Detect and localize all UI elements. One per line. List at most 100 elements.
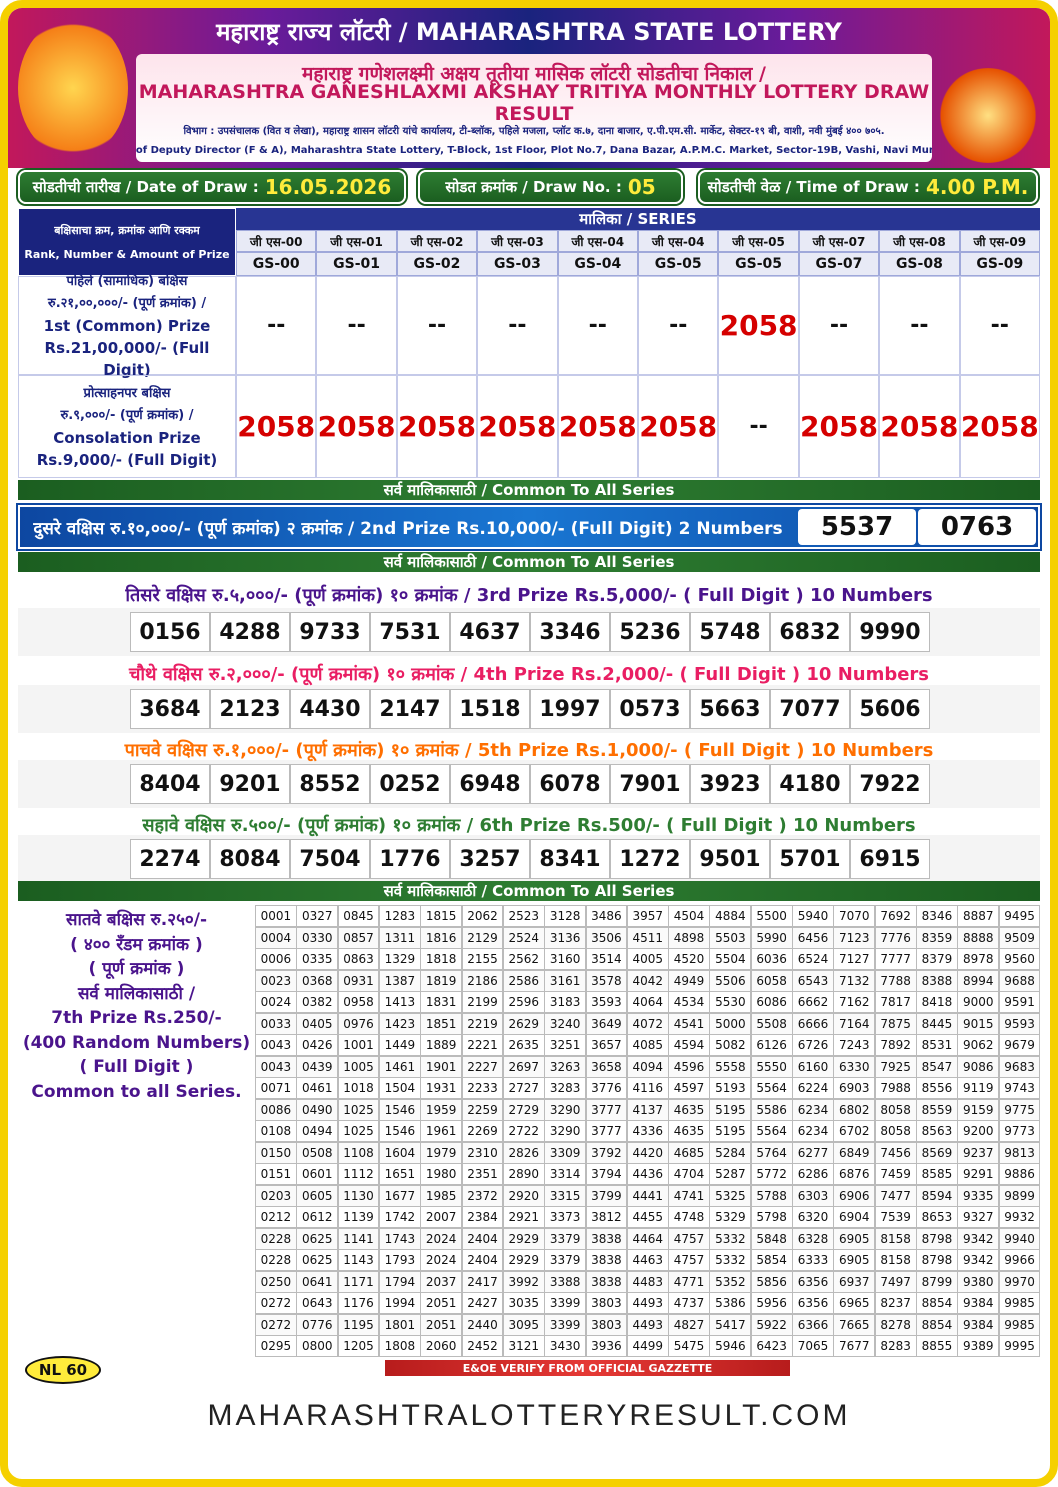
seventh-number: 3388	[544, 1270, 587, 1293]
seventh-number: 3161	[544, 969, 587, 992]
seventh-number: 3121	[502, 1335, 545, 1357]
seventh-number: 0490	[296, 1098, 339, 1121]
series-code-mr: जी एस-05	[718, 230, 799, 252]
prize-number: 1997	[530, 689, 610, 729]
seventh-number: 9335	[957, 1184, 1000, 1207]
draw-info-label: सोडत क्रमांक / Draw No. :	[445, 178, 622, 196]
seventh-number: 9291	[957, 1163, 1000, 1185]
series-result: 2058	[638, 375, 719, 478]
series-code-mr: जी एस-09	[959, 230, 1040, 252]
prize-label-cell: प्रोत्साहनपर बक्षिस रु.९,०००/- (पूर्ण क्र…	[18, 375, 236, 478]
seventh-number: 8585	[916, 1163, 958, 1185]
prize-number: 9501	[690, 839, 770, 879]
seventh-number: 5854	[750, 1249, 793, 1271]
seventh-number: 2384	[461, 1206, 504, 1228]
prize-number: 3346	[530, 612, 610, 652]
seventh-number: 3309	[544, 1141, 587, 1164]
seventh-number: 9015	[957, 1012, 1000, 1035]
prize-number: 0156	[130, 612, 210, 652]
seventh-number: 5586	[750, 1098, 793, 1121]
seventh-number: 3160	[544, 948, 587, 970]
series-result: 2058	[718, 276, 799, 375]
seventh-number: 4464	[626, 1227, 669, 1250]
seventh-number: 7459	[874, 1163, 917, 1185]
seventh-number: 0958	[337, 991, 380, 1013]
seventh-number: 9899	[998, 1184, 1041, 1207]
seventh-number: 5772	[750, 1163, 793, 1185]
seventh-number: 8359	[916, 926, 958, 949]
seventh-number: 0108	[255, 1120, 297, 1142]
seventh-number: 2596	[502, 991, 545, 1013]
seventh-number: 4441	[626, 1184, 669, 1207]
series-result: 2058	[236, 375, 317, 478]
title: महाराष्ट्र राज्य लॉटरी / MAHARASHTRA STA…	[216, 17, 842, 46]
seventh-number: 3777	[585, 1120, 628, 1142]
seventh-number: 8978	[957, 948, 1000, 970]
seventh-number: 2920	[502, 1184, 545, 1207]
seventh-number: 9380	[957, 1270, 1000, 1293]
subtitle-band	[136, 54, 932, 162]
seventh-number: 4420	[626, 1141, 669, 1164]
seventh-number: 4493	[626, 1292, 669, 1314]
seventh-number: 1171	[337, 1270, 380, 1293]
draw-info-label: सोडतीची तारीख / Date of Draw :	[32, 178, 259, 196]
seventh-number: 5940	[792, 905, 834, 927]
seventh-number: 9679	[998, 1034, 1041, 1056]
prize-number: 4430	[290, 689, 370, 729]
seventh-number: 8888	[957, 926, 1000, 949]
prize-number: 3923	[690, 764, 770, 804]
seventh-number: 7677	[833, 1335, 876, 1357]
website: MAHARASHTRALOTTERYRESULT.COM	[207, 1399, 851, 1432]
seventh-number: 4594	[668, 1034, 710, 1056]
seventh-number: 3136	[544, 926, 587, 949]
seventh-number: 7892	[874, 1034, 917, 1056]
seventh-number: 8346	[916, 905, 958, 927]
seventh-number: 6126	[750, 1034, 793, 1056]
prize-number: 3257	[450, 839, 530, 879]
seventh-number: 1139	[337, 1206, 380, 1228]
seventh-number: 2586	[502, 969, 545, 992]
seventh-number: 2929	[502, 1249, 545, 1271]
prize-title: तिसरे वक्षिस रु.५,०००/- (पूर्ण क्रमांक) …	[125, 585, 933, 606]
prize-label-line: Rs.9,000/- (Full Digit)	[36, 450, 218, 469]
seventh-number: 3799	[585, 1184, 628, 1207]
seventh-number: 2219	[461, 1012, 504, 1035]
seventh-number: 5550	[750, 1055, 793, 1078]
seventh-number: 7132	[833, 969, 876, 992]
seventh-number: 3776	[585, 1077, 628, 1099]
seventh-number: 7456	[874, 1141, 917, 1164]
draw-code: NL 60	[25, 1356, 101, 1384]
seventh-number: 0272	[255, 1313, 297, 1336]
seventh-number: 5798	[750, 1206, 793, 1228]
seventh-number: 5195	[709, 1120, 752, 1142]
seventh-number: 0800	[296, 1335, 339, 1357]
seventh-number: 4741	[668, 1184, 710, 1207]
seventh-number: 1143	[337, 1249, 380, 1271]
seventh-number: 0931	[337, 969, 380, 992]
seventh-number: 6328	[792, 1227, 834, 1250]
seventh-number: 0327	[296, 905, 339, 927]
seventh-label-line: ( पूर्ण क्रमांक )	[88, 959, 185, 979]
seventh-number: 5332	[709, 1227, 752, 1250]
seventh-number: 0024	[255, 991, 297, 1013]
seventh-number: 1329	[378, 948, 421, 970]
prize-number: 7901	[610, 764, 690, 804]
seventh-number: 6905	[833, 1227, 876, 1250]
seventh-label-line: ( Full Digit )	[79, 1057, 194, 1077]
address-en: Place : Office of Deputy Director (F & A…	[136, 144, 932, 156]
seventh-number: 3803	[585, 1292, 628, 1314]
seventh-number: 3658	[585, 1055, 628, 1078]
seventh-number: 4463	[626, 1249, 669, 1271]
seventh-number: 4436	[626, 1163, 669, 1185]
seventh-number: 5500	[750, 905, 793, 927]
seventh-number: 3992	[502, 1270, 545, 1293]
series-result: 2058	[879, 375, 960, 478]
seventh-number: 0641	[296, 1270, 339, 1293]
seventh-number: 1815	[420, 905, 463, 927]
prize-number: 7922	[850, 764, 930, 804]
prize-number: 1776	[370, 839, 450, 879]
seventh-number: 4094	[626, 1055, 669, 1078]
prize-label-line: 1st (Common) Prize	[43, 316, 211, 335]
seventh-number: 6224	[792, 1077, 834, 1099]
seventh-number: 2037	[420, 1270, 463, 1293]
